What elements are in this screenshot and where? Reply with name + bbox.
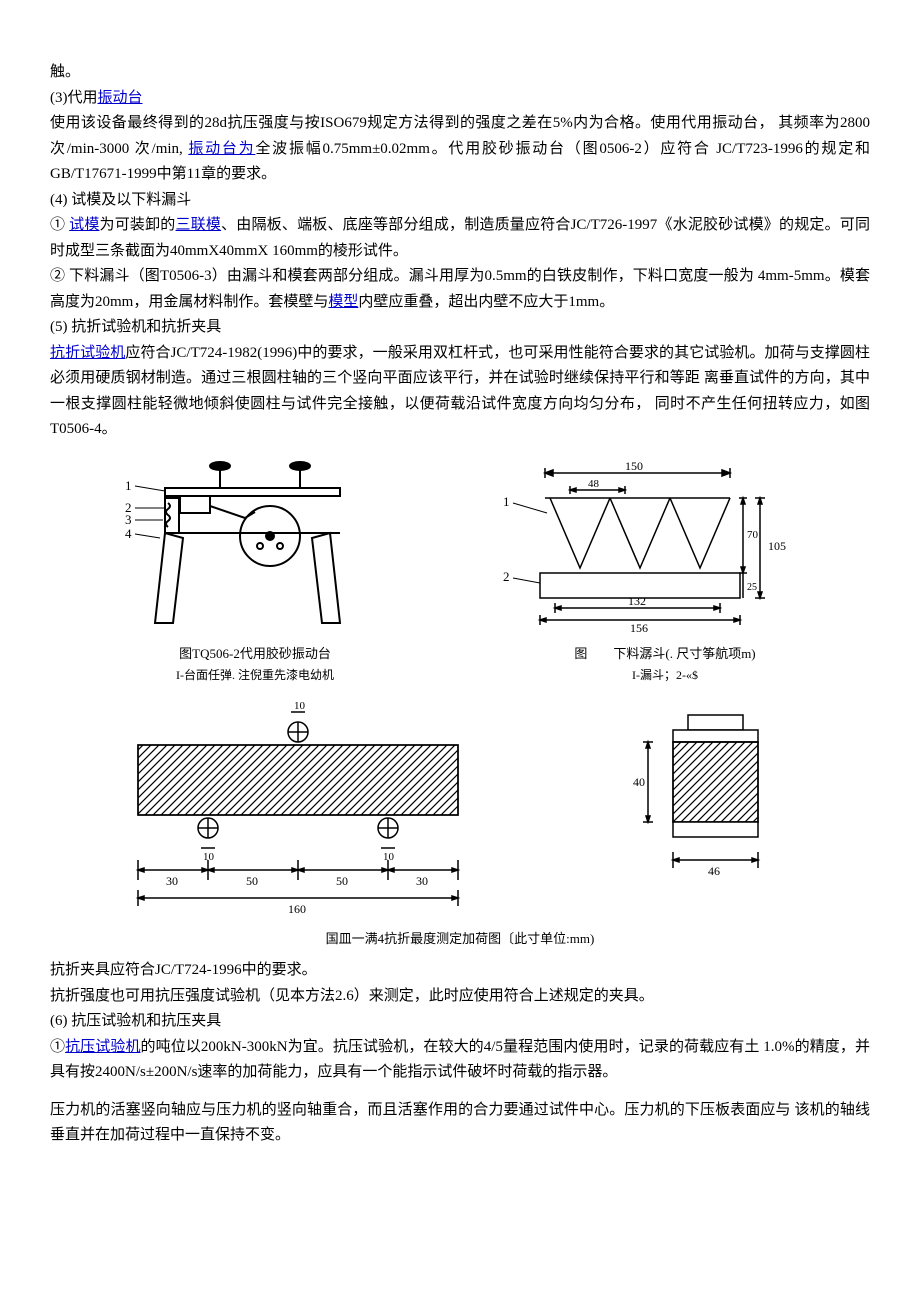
link-flexural-tester[interactable]: 抗折试验机	[50, 345, 125, 361]
section-6-head: (6) 抗压试验机和抗压夹具	[50, 1009, 870, 1035]
text: ①	[50, 217, 69, 233]
section-4-item2: ② 下料漏斗（图T0506-3）由漏斗和模套两部分组成。漏斗用厚为0.5mm的白…	[50, 264, 870, 315]
dim-48: 48	[588, 478, 600, 490]
figures-row-2: 10 10 10 30 50 50 30 160	[50, 700, 870, 920]
para-after-2: 抗折强度也可用抗压强度试验机（见本方法2.6）来测定，此时应使用符合上述规定的夹…	[50, 984, 870, 1010]
text: 应符合JC/T724-1982(1996)中的要求，一般采用双杠杆式，也可采用性…	[50, 345, 870, 438]
fig2-label-1: 1	[503, 494, 510, 509]
section-5-head: (5) 抗折试验机和抗折夹具	[50, 315, 870, 341]
section-4-head: (4) 试模及以下料漏斗	[50, 188, 870, 214]
figure-compression-side: 40 46	[603, 700, 813, 920]
fig2-label-2: 2	[503, 569, 510, 584]
dim-150: 150	[625, 459, 643, 473]
fig1-label-3: 3	[125, 512, 132, 527]
link-vibration-table[interactable]: 振动台	[98, 90, 143, 106]
fig2-subcaption: I-漏斗；2-«$	[460, 665, 870, 685]
text: 为可装卸的	[100, 217, 176, 233]
figure-flexural-loading: 10 10 10 30 50 50 30 160	[108, 700, 488, 920]
link-model[interactable]: 模型	[328, 294, 358, 310]
text: ①	[50, 1039, 65, 1055]
fig1-label-4: 4	[125, 526, 132, 541]
dim-r1-10: 10	[203, 851, 215, 863]
dim-50b: 50	[336, 874, 348, 888]
dim-top-10: 10	[294, 700, 306, 712]
link-compression-tester[interactable]: 抗压试验机	[65, 1039, 140, 1055]
fig2-caption: 图 下料潺斗(. 尺寸筝航项m)	[460, 643, 870, 665]
line-continuation: 触。	[50, 60, 870, 86]
dim-70: 70	[747, 529, 759, 541]
fig1-caption: 图TQ506-2代用胶砂振动台	[50, 643, 460, 665]
figure-funnel: 1 2 150 48 105 70 25 132 156	[475, 458, 815, 638]
section-4-item1: ① 试模为可装卸的三联模、由隔板、端板、底座等部分组成，制造质量应符合JC/T7…	[50, 213, 870, 264]
dim-40: 40	[633, 775, 645, 789]
dim-156: 156	[630, 621, 648, 635]
dim-r2-10: 10	[383, 851, 395, 863]
text: (3)代用	[50, 90, 98, 106]
dim-30b: 30	[416, 874, 428, 888]
fig1-label-1: 1	[125, 478, 132, 493]
link-vibration-table-2[interactable]: 振动台为	[188, 141, 255, 157]
fig1-subcaption: I-台面任弹. 注倪重先漆电幼机	[50, 665, 460, 685]
dim-25: 25	[747, 582, 757, 593]
section-3-head: (3)代用振动台	[50, 86, 870, 112]
figures-row-1: 1 2 3 4	[50, 458, 870, 638]
dim-50a: 50	[246, 874, 258, 888]
text: 内壁应重叠，超出内壁不应大于1mm。	[358, 294, 614, 310]
dim-105: 105	[768, 539, 786, 553]
figure-caption-center: 国皿一满4抗折最度测定加荷图〔此寸单位:mm)	[50, 928, 870, 950]
text: 下料潺斗(. 尺寸筝航项m)	[613, 646, 755, 661]
captions-row-1: 图TQ506-2代用胶砂振动台 I-台面任弹. 注倪重先漆电幼机 图 下料潺斗(…	[50, 643, 870, 685]
link-test-mold[interactable]: 试模	[69, 217, 99, 233]
figure-vibration-table: 1 2 3 4	[105, 458, 365, 638]
dim-46: 46	[708, 864, 720, 878]
dim-160: 160	[288, 902, 306, 916]
section-6-body: ①抗压试验机的吨位以200kN-300kN为宜。抗压试验机，在较大的4/5量程范…	[50, 1035, 870, 1086]
text: 图	[574, 646, 587, 661]
link-triplex-mold[interactable]: 三联模	[176, 217, 222, 233]
section-3-body: 使用该设备最终得到的28d抗压强度与按ISO679规定方法得到的强度之差在5%内…	[50, 111, 870, 188]
text: 的吨位以200kN-300kN为宜。抗压试验机，在较大的4/5量程范围内使用时，…	[50, 1039, 870, 1081]
spacer	[50, 1086, 870, 1098]
section-5-body: 抗折试验机应符合JC/T724-1982(1996)中的要求，一般采用双杠杆式，…	[50, 341, 870, 443]
dim-30a: 30	[166, 874, 178, 888]
para-last: 压力机的活塞竖向轴应与压力机的竖向轴重合，而且活塞作用的合力要通过试件中心。压力…	[50, 1098, 870, 1149]
dim-132: 132	[628, 594, 646, 608]
para-after-1: 抗折夹具应符合JC/T724-1996中的要求。	[50, 958, 870, 984]
